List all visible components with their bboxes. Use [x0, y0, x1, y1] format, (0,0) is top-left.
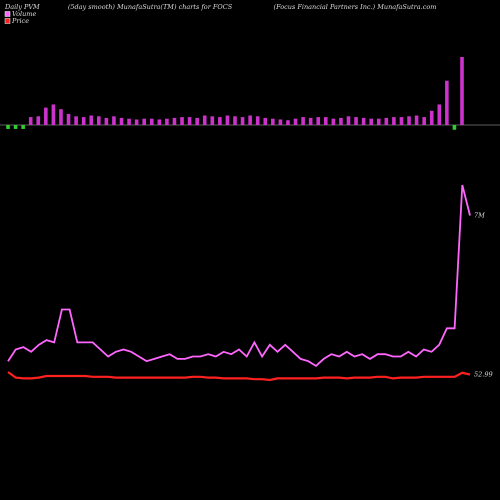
- volume-bar: [339, 117, 343, 125]
- value-label: 7M: [474, 212, 485, 220]
- volume-bar: [331, 118, 336, 125]
- volume-bar: [66, 113, 71, 125]
- volume-bar: [240, 117, 245, 125]
- volume-bar: [414, 115, 419, 125]
- volume-bar: [218, 117, 222, 125]
- volume-bar: [127, 118, 131, 125]
- volume-bar: [59, 109, 63, 125]
- volume-bar: [278, 119, 283, 125]
- volume-bar: [361, 117, 366, 125]
- legend-label: Price: [11, 17, 29, 25]
- volume-bar: [112, 116, 116, 125]
- chart-title: Daily PVM: [4, 3, 40, 11]
- volume-bar: [89, 115, 94, 125]
- volume-bar: [376, 118, 381, 125]
- volume-bar: [187, 117, 192, 125]
- volume-bar: [165, 118, 169, 125]
- volume-bar: [195, 117, 199, 125]
- volume-bar: [301, 117, 305, 125]
- legend-swatch: [4, 11, 11, 17]
- volume-bar: [81, 117, 86, 125]
- volume-bar: [134, 119, 139, 125]
- volume-bar: [119, 117, 124, 125]
- volume-bar: [324, 117, 328, 125]
- price-line: [7, 371, 471, 382]
- volume-bar: [180, 117, 184, 125]
- volume-bar: [28, 117, 33, 125]
- legend-label: Volume: [12, 10, 36, 18]
- volume-bar: [271, 118, 275, 125]
- volume-bar: [248, 115, 252, 125]
- volume-bar: [293, 118, 298, 125]
- value-label: 52.99: [474, 370, 493, 378]
- volume-bar: [51, 104, 56, 125]
- legend-swatch: [4, 18, 11, 24]
- volume-bar: [142, 118, 146, 125]
- volume-bar: [308, 117, 313, 125]
- volume-bar: [74, 116, 78, 125]
- chart-subtitle: (5day smooth) MunafaSutra(TM) charts for…: [68, 3, 233, 11]
- volume-bar: [97, 116, 101, 125]
- volume-bar: [392, 117, 396, 125]
- volume-bar: [316, 117, 321, 125]
- volume-bar: [437, 104, 442, 125]
- volume-bar: [36, 116, 41, 125]
- volume-bar: [21, 125, 25, 129]
- volume-bar: [445, 80, 449, 125]
- volume-bar: [263, 117, 268, 125]
- volume-bar: [225, 115, 230, 125]
- volume-bar: [429, 110, 434, 125]
- volume-bar: [460, 57, 464, 125]
- volume-bar: [354, 117, 358, 125]
- volume-bar: [44, 107, 48, 125]
- volume-bar: [369, 118, 373, 125]
- volume-bar: [422, 117, 426, 125]
- volume-bar: [172, 117, 177, 125]
- volume-bar: [104, 117, 109, 125]
- volume-bar: [233, 116, 237, 125]
- volume-bar: [407, 116, 411, 125]
- volume-bar: [399, 117, 404, 125]
- volume-bar: [452, 125, 457, 130]
- volume-bar: [286, 120, 290, 125]
- volume-bar: [149, 118, 154, 125]
- volume-bar: [255, 116, 260, 125]
- volume-bar: [202, 115, 207, 125]
- volume-bar: [346, 116, 351, 125]
- volume-bar: [210, 116, 215, 125]
- volume-line: [7, 184, 471, 368]
- volume-bar: [6, 125, 10, 129]
- volume-bar: [13, 125, 18, 129]
- volume-bar: [384, 117, 389, 125]
- chart-source: (Focus Financial Partners Inc.) MunafaSu…: [274, 3, 437, 11]
- volume-bar: [157, 119, 162, 125]
